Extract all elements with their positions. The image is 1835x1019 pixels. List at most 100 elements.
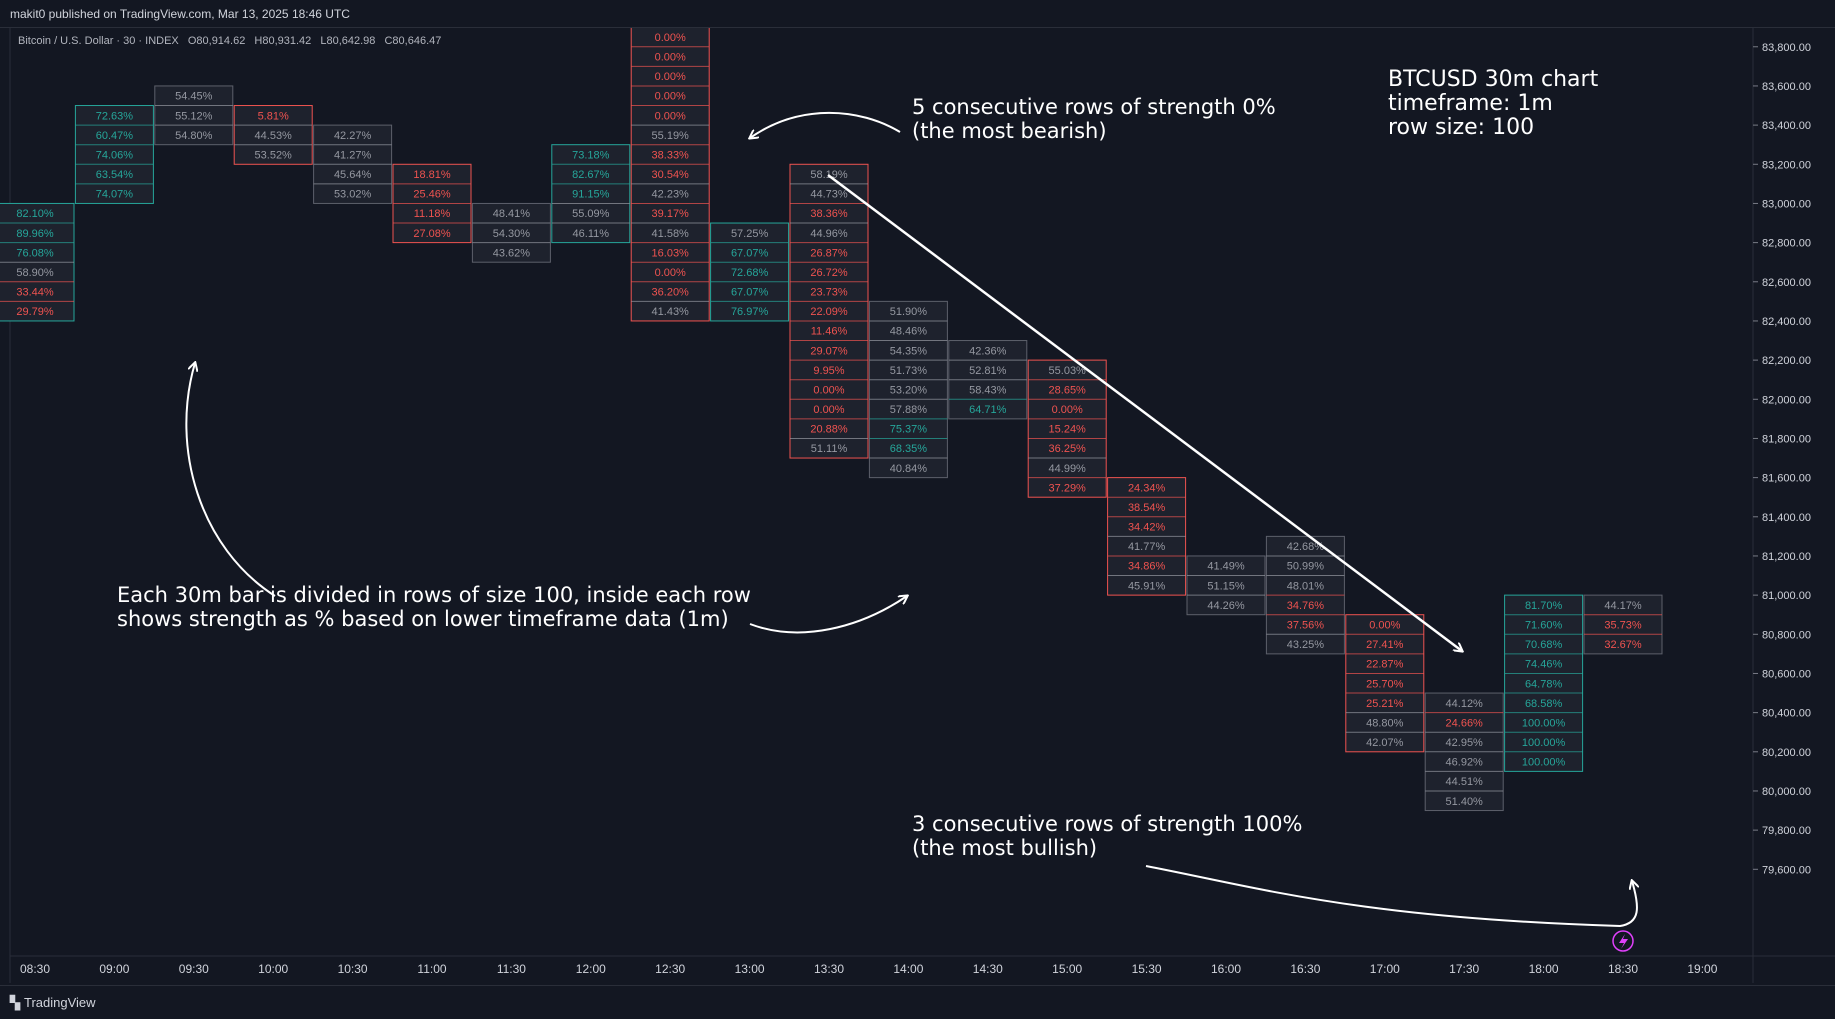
legend-high: H80,931.42 [254,35,312,47]
footprint-row-value: 37.29% [1049,482,1087,494]
footprint-bar: 42.68% 50.99% 48.01% 34.76% 37.56% 43.25% [1265,535,1345,655]
footprint-row-value: 0.00% [813,384,844,396]
footprint-row-value: 41.77% [1128,541,1166,553]
footprint-row-value: 22.87% [1366,659,1404,671]
footprint-row-value: 27.41% [1366,639,1404,651]
footprint-row-value: 0.00% [655,71,686,83]
x-tick-label: 15:00 [1052,962,1082,976]
footprint-row-value: 51.90% [890,306,928,318]
footprint-row-value: 54.45% [175,91,213,103]
footprint-row-value: 53.02% [334,189,372,201]
footprint-bar: 54.45% 55.12% 54.80% [154,85,234,146]
tradingview-logo[interactable]: ▚ TradingView [10,995,96,1011]
x-tick-label: 11:00 [417,962,446,976]
footprint-bar-body [471,202,551,263]
footprint-row-value: 42.95% [1446,737,1484,749]
time-axis: 08:30 09:00 09:30 10:00 10:30 11:00 11:30 12:00… [20,962,1718,976]
x-tick-label: 13:30 [814,962,844,976]
footprint-row-value: 72.68% [731,267,769,279]
bearish-arrow [750,111,901,138]
footprint-row-value: 34.42% [1128,522,1166,534]
bottom-bar: ▚ TradingView [0,985,1835,1019]
footprint-bar: 24.34% 38.54% 34.42% 41.77% 34.86% 45.91% [1107,477,1187,596]
y-tick-label: 83,400.00 [1762,120,1811,132]
y-tick-label: 79,800.00 [1762,825,1811,837]
footprint-bar-body [1583,594,1663,655]
footprint-row-value: 51.73% [890,365,928,377]
footprint-row-value: 70.68% [1525,639,1563,651]
explain-annotation: Each 30m bar is divided in rows of size … [117,583,751,631]
x-tick-label: 13:00 [735,962,765,976]
footprint-row-value: 23.73% [810,287,848,299]
footprint-row-value: 28.65% [1049,384,1087,396]
footprint-bar: 81.70% 71.60% 70.68% 74.46% 64.78% 68.58% 100.… [1504,594,1584,772]
footprint-row-value: 45.91% [1128,580,1166,592]
footprint-row-value: 63.54% [96,169,134,181]
footprint-row-value: 82.10% [16,208,54,220]
x-tick-label: 12:30 [655,962,685,976]
footprint-row-value: 24.66% [1446,717,1484,729]
x-tick-label: 10:30 [338,962,368,976]
footprint-row-value: 64.71% [969,404,1007,416]
y-tick-label: 80,600.00 [1762,668,1811,680]
footprint-row-value: 25.70% [1366,678,1404,690]
footprint-row-value: 0.00% [655,267,686,279]
footprint-row-value: 44.96% [810,228,848,240]
footprint-row-value: 42.36% [969,345,1007,357]
footprint-bar-body [74,105,154,204]
footprint-row-value: 48.80% [1366,717,1404,729]
footprint-row-value: 50.99% [1287,561,1325,573]
footprint-row-value: 45.64% [334,169,372,181]
footprint-row-value: 54.80% [175,130,213,142]
footprint-row-value: 53.20% [890,384,928,396]
y-tick-label: 82,600.00 [1762,277,1811,289]
y-tick-label: 83,000.00 [1762,198,1811,210]
footprint-bar: 48.41% 54.30% 43.62% [471,202,551,263]
x-tick-label: 10:00 [258,962,288,976]
footprint-bar: 82.10% 89.96% 76.08% 58.90% 33.44% 29.79% [0,202,75,322]
trend-arrow [827,174,1462,651]
footprint-row-value: 41.43% [652,306,690,318]
footprint-row-value: 42.23% [652,189,690,201]
footprint-row-value: 75.37% [890,424,928,436]
footprint-row-value: 100.00% [1522,717,1566,729]
footprint-row-value: 48.41% [493,208,531,220]
footprint-row-value: 0.00% [655,91,686,103]
footprint-row-value: 55.03% [1049,365,1087,377]
footprint-row-value: 67.07% [731,287,769,299]
footprint-bar-body [710,222,790,322]
footprint-row-value: 67.07% [731,247,769,259]
footprint-row-value: 26.87% [810,247,848,259]
footprint-row-value: 57.88% [890,404,928,416]
footprint-row-value: 71.60% [1525,620,1563,632]
footprint-bar-body [868,300,948,479]
footprint-row-value: 46.92% [1446,757,1484,769]
footprint-bar: 58.19%44.73%38.36%44.96%26.87%26.72%23.7… [789,163,869,459]
footprint-row-value: 36.20% [652,287,690,299]
x-tick-label: 18:30 [1608,962,1638,976]
footprint-row-value: 9.95% [813,365,844,377]
footprint-row-value: 57.25% [731,228,769,240]
legend-low: L80,642.98 [320,35,376,47]
footprint-row-value: 38.54% [1128,502,1166,514]
footprint-row-value: 54.35% [890,345,928,357]
chart-area[interactable]: 82.10% 89.96% 76.08% 58.90% 33.44% 29.79% 72.6… [0,28,1835,985]
y-tick-label: 83,600.00 [1762,81,1811,93]
x-tick-label: 14:00 [893,962,923,976]
lightning-icon[interactable] [1612,930,1634,952]
footprint-bar-body [233,105,313,165]
footprint-row-value: 89.96% [16,228,54,240]
footprint-row-value: 58.90% [16,267,54,279]
footprint-bar: 18.81% 25.46% 11.18% 27.08% [392,163,472,244]
y-tick-label: 81,800.00 [1762,433,1811,445]
bearish-line-2: (the most bearish) [912,119,1107,143]
footprint-row-value: 39.17% [652,208,690,220]
footprint-row-value: 38.36% [810,208,848,220]
footprint-row-value: 0.00% [813,404,844,416]
footprint-bar: 55.03% 28.65% 0.00% 15.24% 36.25% 44.99% 37.29… [1027,359,1107,498]
x-tick-label: 08:30 [20,962,50,976]
footprint-row-value: 11.18% [414,208,451,220]
footprint-row-value: 18.81% [413,169,451,181]
footprint-row-value: 100.00% [1522,757,1566,769]
bullish-line-2: (the most bullish) [912,836,1098,860]
